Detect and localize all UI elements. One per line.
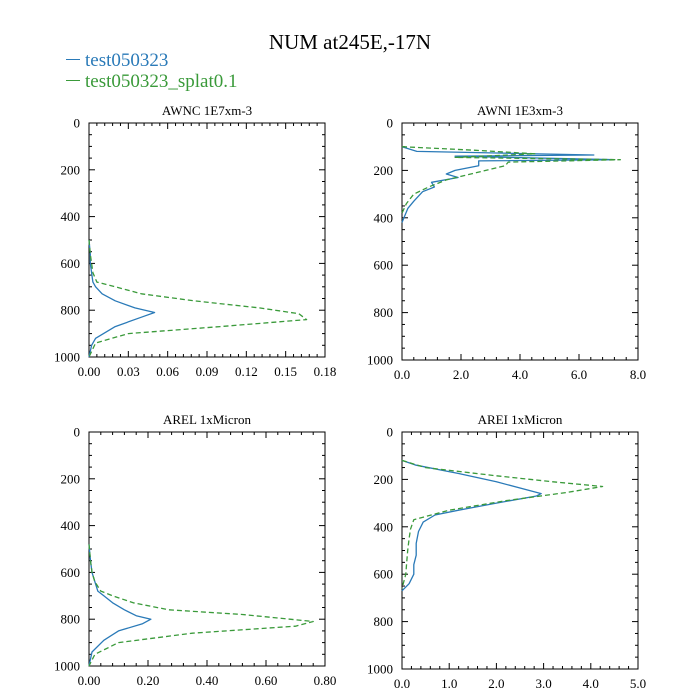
x-tick-label: 4.0 [583, 676, 599, 691]
legend-entry-series-1: test050323 [66, 50, 238, 71]
x-tick-label: 0.12 [235, 364, 258, 379]
y-tick-label: 1000 [367, 353, 393, 368]
y-tick-label: 1000 [367, 662, 393, 677]
panel-title: AREL 1xMicron [163, 412, 251, 427]
x-tick-label: 0.09 [196, 364, 219, 379]
plot-frame [88, 122, 326, 358]
plot-frame [401, 122, 639, 361]
y-tick-label: 0 [74, 425, 81, 440]
series-line-1 [88, 239, 156, 358]
panel-3: AREL 1xMicron 0.00 0.20 0.40 0.60 0.80 0 200 400… [54, 412, 336, 688]
x-tick-label: 0.00 [78, 364, 101, 379]
panel-4: AREI 1xMicron 0.0 1.0 2.0 3.0 4.0 5.0 0 200 400 60… [367, 412, 646, 691]
legend-label-series-2: test050323_splat0.1 [85, 71, 238, 92]
x-tick-label: 8.0 [630, 367, 646, 382]
series-line-2 [88, 239, 308, 358]
y-tick-label: 200 [61, 162, 81, 177]
legend-label-series-1: test050323 [85, 50, 169, 71]
x-tick-label: 0.00 [78, 673, 101, 688]
x-tick-label: 0.0 [394, 676, 410, 691]
y-tick-label: 600 [374, 258, 394, 273]
y-tick-label: 800 [61, 612, 81, 627]
legend-swatch-series-2 [66, 80, 80, 81]
x-tick-label: 6.0 [571, 367, 587, 382]
y-tick-label: 0 [387, 425, 394, 440]
panel-title: AWNI 1E3xm-3 [477, 103, 563, 118]
series-line-1 [88, 544, 152, 667]
y-tick-label: 1000 [54, 659, 80, 674]
panel-1: AWNC 1E7xm-3 0.00 0.03 0.06 0.09 0.12 0.15 0.18… [54, 103, 336, 379]
x-tick-label: 3.0 [535, 676, 551, 691]
x-tick-label: 0.18 [314, 364, 337, 379]
plot-frame [401, 431, 639, 670]
y-tick-label: 800 [374, 305, 394, 320]
x-tick-label: 0.03 [117, 364, 140, 379]
legend: test050323 test050323_splat0.1 [66, 50, 238, 92]
panel-2: AWNI 1E3xm-3 0.0 2.0 4.0 6.0 8.0 0 200 400 600 800… [367, 103, 646, 382]
x-tick-label: 5.0 [630, 676, 646, 691]
x-tick-label: 0.0 [394, 367, 410, 382]
y-tick-label: 0 [74, 116, 81, 131]
y-tick-label: 600 [61, 256, 81, 271]
series-line-1 [401, 459, 542, 592]
x-tick-label: 0.15 [274, 364, 297, 379]
legend-swatch-series-1 [66, 59, 80, 60]
y-tick-label: 200 [61, 471, 81, 486]
x-tick-label: 0.60 [255, 673, 278, 688]
legend-entry-series-2: test050323_splat0.1 [66, 71, 238, 92]
y-tick-label: 0 [387, 116, 394, 131]
x-tick-label: 0.06 [156, 364, 179, 379]
y-tick-label: 800 [374, 614, 394, 629]
panel-title: AREI 1xMicron [478, 412, 563, 427]
series-line-2 [401, 146, 621, 214]
y-tick-label: 400 [374, 519, 394, 534]
x-tick-label: 2.0 [453, 367, 469, 382]
y-tick-label: 400 [61, 518, 81, 533]
y-tick-label: 600 [374, 567, 394, 582]
y-tick-label: 400 [61, 209, 81, 224]
x-tick-label: 0.40 [196, 673, 219, 688]
x-tick-label: 0.80 [314, 673, 337, 688]
series-line-2 [401, 459, 604, 589]
y-tick-label: 800 [61, 303, 81, 318]
x-tick-label: 4.0 [512, 367, 528, 382]
y-tick-label: 1000 [54, 350, 80, 365]
series-line-1 [401, 146, 616, 223]
x-tick-label: 1.0 [441, 676, 457, 691]
y-tick-label: 200 [374, 472, 394, 487]
y-tick-label: 400 [374, 210, 394, 225]
x-tick-label: 2.0 [488, 676, 504, 691]
panel-title: AWNC 1E7xm-3 [162, 103, 252, 118]
series-line-2 [88, 544, 314, 667]
x-tick-label: 0.20 [137, 673, 160, 688]
plot-frame [88, 431, 326, 667]
figure-title: NUM at245E,-17N [268, 30, 432, 54]
y-tick-label: 200 [374, 163, 394, 178]
y-tick-label: 600 [61, 565, 81, 580]
